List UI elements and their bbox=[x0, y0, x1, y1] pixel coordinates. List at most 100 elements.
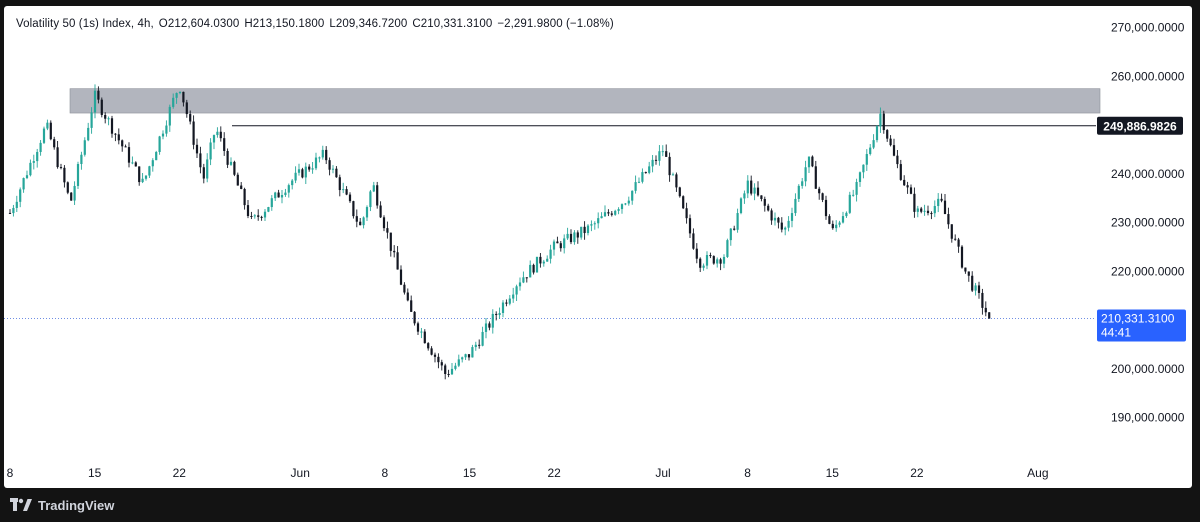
candle bbox=[294, 166, 297, 184]
candle bbox=[70, 192, 73, 201]
candle bbox=[379, 201, 382, 219]
candle bbox=[8, 209, 12, 214]
candle bbox=[195, 138, 199, 159]
candle bbox=[869, 144, 872, 156]
change-value: −2,291.9800 (−1.08%) bbox=[497, 18, 614, 30]
time-axis-label: 22 bbox=[547, 466, 561, 480]
candle bbox=[699, 257, 702, 273]
candle bbox=[321, 145, 324, 160]
candle bbox=[926, 205, 930, 216]
candle bbox=[19, 187, 22, 208]
candle bbox=[875, 125, 879, 143]
candle bbox=[29, 159, 32, 177]
candle bbox=[620, 203, 624, 214]
candle bbox=[709, 252, 712, 259]
candle bbox=[668, 152, 671, 182]
level-price-badge bbox=[1097, 116, 1183, 135]
candle bbox=[297, 163, 301, 176]
candle bbox=[671, 172, 675, 176]
candle bbox=[753, 183, 756, 201]
bar-countdown-text: 44:41 bbox=[1101, 326, 1131, 340]
candle bbox=[872, 134, 875, 150]
candle bbox=[53, 136, 56, 150]
time-axis-label: 15 bbox=[463, 466, 477, 480]
candle bbox=[886, 129, 889, 142]
candle bbox=[733, 225, 736, 231]
price-chart[interactable]: 270,000.0000 260,000.0000 240,000.0000 230,… bbox=[4, 6, 1192, 488]
candle bbox=[610, 211, 613, 217]
candle bbox=[569, 229, 573, 245]
time-axis-label: Jul bbox=[655, 466, 670, 480]
candle bbox=[641, 168, 644, 184]
candle bbox=[478, 339, 481, 349]
candle bbox=[821, 192, 824, 203]
chart-panel[interactable]: 270,000.0000 260,000.0000 240,000.0000 230,… bbox=[4, 6, 1192, 488]
candle bbox=[501, 300, 505, 318]
candle bbox=[450, 362, 454, 375]
candle bbox=[787, 216, 790, 232]
candle bbox=[750, 175, 753, 196]
candle bbox=[447, 369, 450, 378]
candle bbox=[246, 200, 250, 219]
candle bbox=[780, 217, 783, 233]
candle bbox=[369, 189, 372, 212]
time-axis-label: Aug bbox=[1027, 466, 1048, 480]
candle bbox=[954, 234, 957, 241]
candle bbox=[624, 202, 627, 206]
candle bbox=[964, 267, 967, 274]
candle bbox=[144, 175, 148, 181]
candle bbox=[858, 171, 862, 187]
candle bbox=[189, 110, 192, 125]
price-axis-tick: 190,000.0000 bbox=[1111, 411, 1185, 425]
candle bbox=[512, 287, 515, 303]
candle bbox=[437, 353, 440, 369]
candle bbox=[226, 148, 229, 169]
candle bbox=[967, 271, 970, 282]
candle bbox=[559, 240, 562, 252]
candle bbox=[889, 135, 892, 147]
candle bbox=[583, 221, 586, 240]
tradingview-footer[interactable]: TradingView bbox=[10, 494, 114, 516]
candle bbox=[631, 190, 634, 205]
candle bbox=[63, 165, 66, 188]
candle bbox=[376, 181, 379, 209]
candle bbox=[488, 321, 491, 331]
candle bbox=[515, 284, 518, 302]
candle bbox=[784, 226, 787, 236]
candle bbox=[981, 288, 984, 315]
candle bbox=[250, 211, 253, 220]
candle bbox=[66, 181, 69, 195]
candle bbox=[804, 160, 807, 187]
candle bbox=[467, 354, 471, 361]
candle bbox=[253, 214, 256, 219]
candle bbox=[406, 288, 409, 302]
candle bbox=[688, 214, 692, 239]
candle bbox=[138, 166, 141, 186]
candle bbox=[420, 327, 423, 339]
ohlc-legend: Volatility 50 (1s) Index, 4h, O212,604.03… bbox=[16, 18, 619, 30]
candle bbox=[46, 119, 49, 131]
symbol-label: Volatility 50 (1s) Index, 4h, bbox=[16, 18, 154, 30]
candle bbox=[263, 208, 267, 221]
time-axis-label: 8 bbox=[382, 466, 389, 480]
candle bbox=[471, 344, 474, 358]
candle bbox=[304, 162, 307, 185]
candle bbox=[988, 312, 991, 319]
candle bbox=[882, 110, 885, 134]
candle bbox=[73, 181, 76, 205]
candle bbox=[777, 216, 780, 229]
candle bbox=[603, 205, 607, 217]
candle bbox=[331, 165, 335, 174]
candle bbox=[444, 363, 447, 380]
candle bbox=[909, 184, 913, 195]
candle bbox=[382, 215, 386, 232]
candle bbox=[199, 146, 202, 174]
candle bbox=[903, 175, 906, 187]
candle bbox=[675, 172, 678, 192]
candle bbox=[423, 329, 426, 344]
candle bbox=[484, 318, 488, 339]
candle bbox=[597, 212, 600, 229]
candle bbox=[665, 144, 668, 157]
candle bbox=[301, 167, 304, 179]
candle bbox=[134, 161, 137, 167]
